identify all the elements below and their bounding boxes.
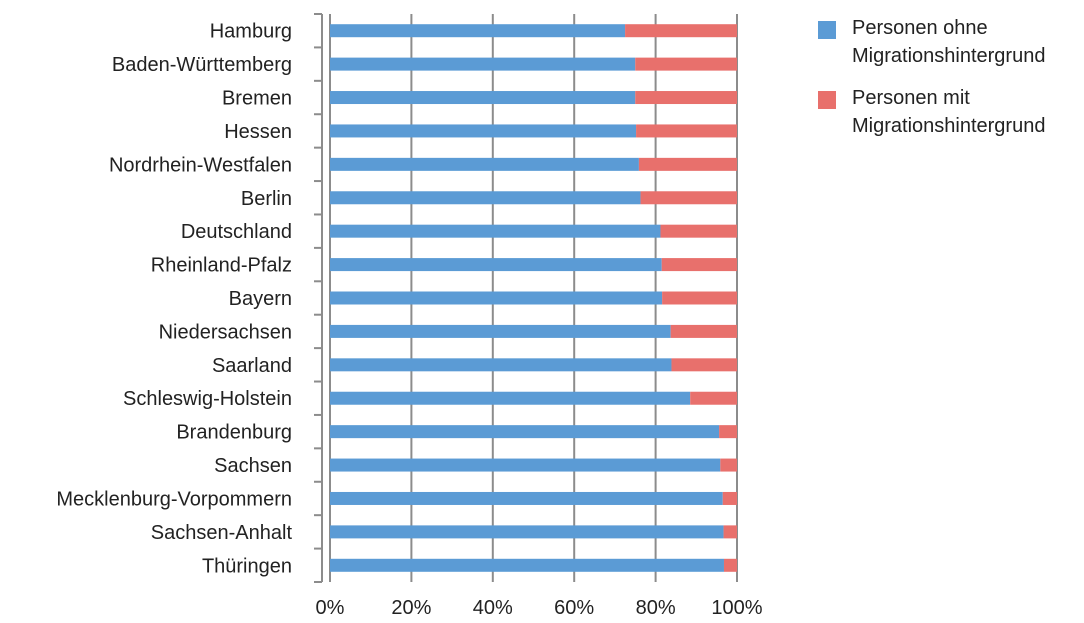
bar-ohne-5 (330, 191, 641, 205)
bar-mit-4 (638, 157, 737, 171)
bar-mit-12 (719, 425, 737, 439)
bar-mit-0 (625, 24, 737, 38)
legend-swatch-mit (818, 91, 836, 109)
bar-mit-7 (661, 258, 737, 272)
x-tick-label-1: 20% (391, 597, 431, 619)
bar-mit-2 (635, 91, 737, 105)
x-tick-label-0: 0% (316, 597, 345, 619)
bar-ohne-2 (330, 91, 636, 105)
bar-ohne-15 (330, 525, 724, 539)
x-tick-label-4: 80% (636, 597, 676, 619)
bar-mit-16 (723, 558, 737, 572)
category-label-8: Bayern (229, 288, 292, 310)
category-label-2: Bremen (222, 88, 292, 110)
bar-ohne-12 (330, 425, 720, 439)
bar-ohne-8 (330, 291, 663, 305)
bar-ohne-14 (330, 491, 723, 505)
legend-swatch-ohne (818, 21, 836, 39)
category-label-6: Deutschland (181, 221, 292, 243)
category-label-14: Mecklenburg-Vorpommern (56, 488, 292, 510)
bar-ohne-6 (330, 224, 661, 238)
legend: Personen ohne Migrationshintergrund Pers… (818, 14, 1080, 154)
bar-mit-13 (720, 458, 737, 472)
bar-mit-3 (636, 124, 737, 138)
category-label-5: Berlin (241, 188, 292, 210)
bar-ohne-11 (330, 391, 691, 405)
bar-ohne-4 (330, 157, 639, 171)
bar-mit-10 (671, 358, 737, 372)
bar-mit-8 (662, 291, 737, 305)
legend-label-mit: Personen mit Migrationshintergrund (852, 87, 1046, 137)
category-label-1: Baden-Württemberg (112, 54, 292, 76)
category-label-12: Brandenburg (176, 422, 292, 444)
bar-ohne-10 (330, 358, 672, 372)
bar-mit-5 (640, 191, 737, 205)
bar-ohne-3 (330, 124, 637, 138)
category-label-13: Sachsen (214, 455, 292, 477)
x-tick-label-5: 100% (711, 597, 762, 619)
bar-mit-1 (635, 57, 737, 71)
bar-mit-15 (723, 525, 737, 539)
legend-item-ohne: Personen ohne Migrationshintergrund (818, 14, 1080, 70)
category-label-9: Niedersachsen (159, 321, 292, 343)
bar-mit-14 (722, 491, 737, 505)
bar-ohne-16 (330, 558, 724, 572)
bar-mit-6 (660, 224, 737, 238)
legend-item-mit: Personen mit Migrationshintergrund (818, 84, 1080, 140)
category-label-11: Schleswig-Holstein (123, 388, 292, 410)
category-label-0: Hamburg (210, 21, 292, 43)
category-label-15: Sachsen-Anhalt (151, 522, 293, 544)
bar-mit-11 (690, 391, 737, 405)
bar-ohne-1 (330, 57, 636, 71)
bar-ohne-9 (330, 324, 671, 338)
x-tick-label-3: 60% (554, 597, 594, 619)
bar-ohne-7 (330, 258, 662, 272)
category-label-7: Rheinland-Pfalz (151, 255, 292, 277)
category-label-4: Nordrhein-Westfalen (109, 154, 292, 176)
category-label-10: Saarland (212, 355, 292, 377)
category-label-3: Hessen (224, 121, 292, 143)
bar-ohne-13 (330, 458, 721, 472)
x-tick-label-2: 40% (473, 597, 513, 619)
legend-label-ohne: Personen ohne Migrationshintergrund (852, 17, 1046, 67)
category-label-16: Thüringen (202, 555, 292, 577)
bar-mit-9 (670, 324, 737, 338)
bar-ohne-0 (330, 24, 626, 38)
